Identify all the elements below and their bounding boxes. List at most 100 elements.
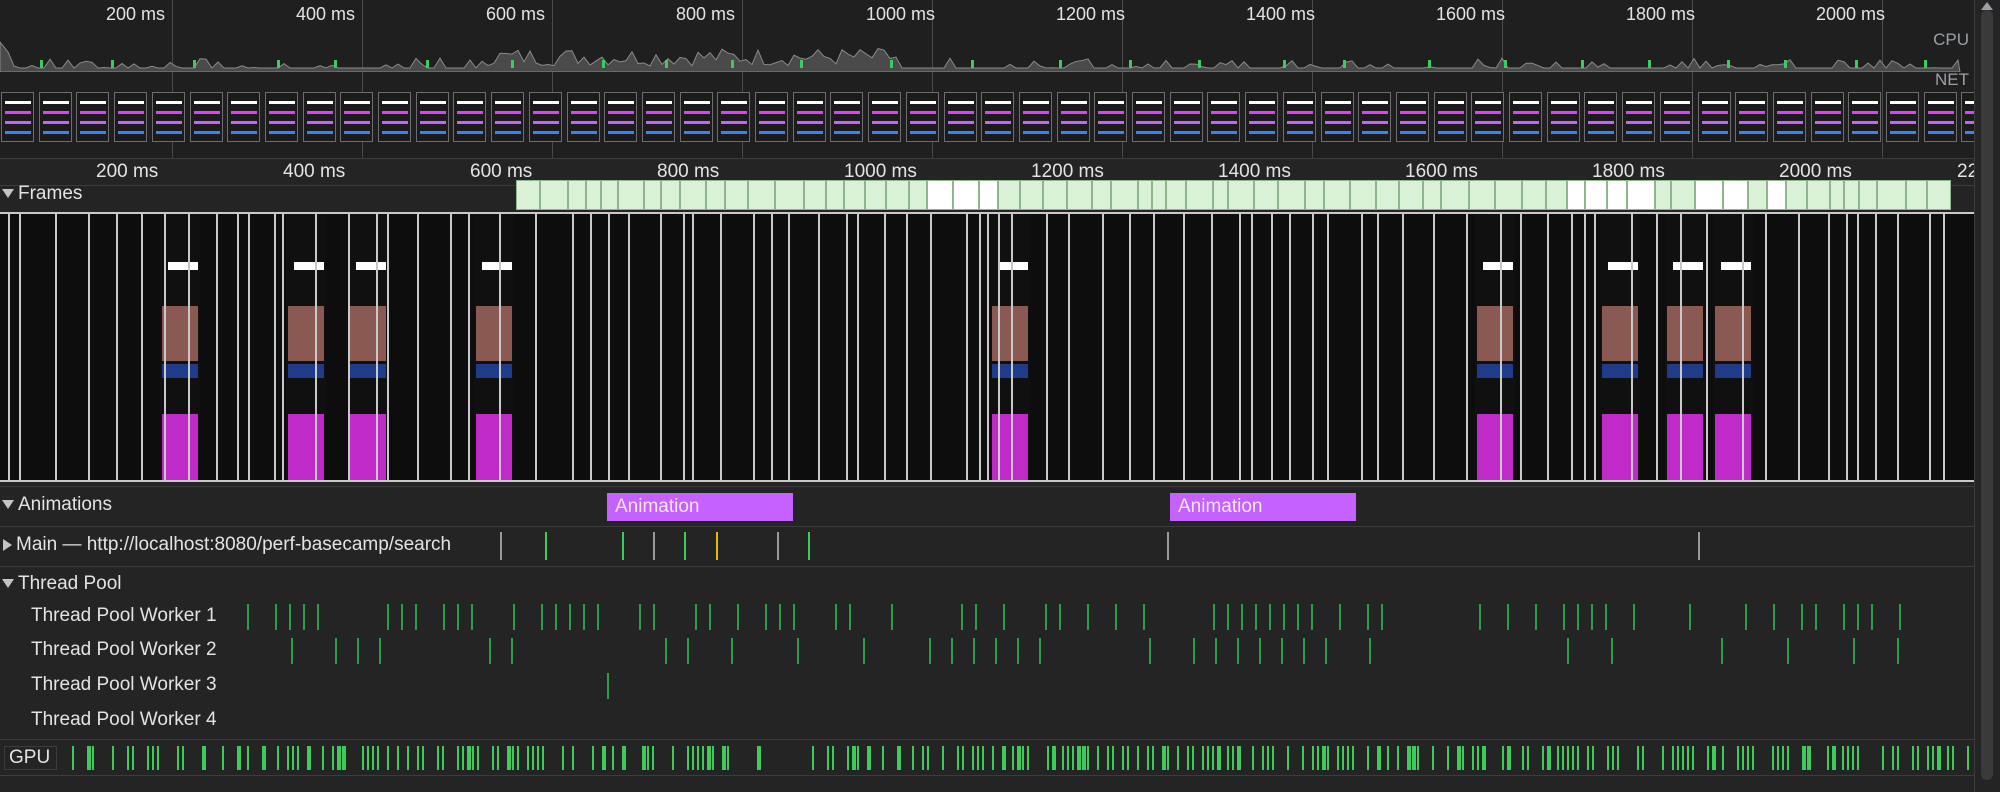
gpu-event[interactable]	[532, 746, 534, 770]
filmstrip-thumbnail[interactable]	[1772, 92, 1806, 142]
frame-box[interactable]	[979, 180, 998, 210]
worker-event[interactable]	[569, 604, 571, 630]
frame-box[interactable]	[1877, 180, 1906, 210]
gpu-event[interactable]	[812, 746, 814, 770]
gpu-event[interactable]	[857, 746, 859, 770]
worker-event[interactable]	[541, 604, 543, 630]
filmstrip-thumbnail[interactable]	[415, 92, 449, 142]
frame-box[interactable]	[1423, 180, 1441, 210]
gpu-event[interactable]	[152, 746, 154, 770]
gpu-event[interactable]	[957, 746, 959, 770]
gpu-event[interactable]	[722, 746, 726, 770]
gpu-event[interactable]	[297, 746, 299, 770]
worker-event[interactable]	[379, 638, 381, 664]
gpu-event[interactable]	[1107, 746, 1109, 770]
gpu-event[interactable]	[707, 746, 711, 770]
filmstrip-thumbnail[interactable]	[1659, 92, 1693, 142]
screenshot-filmstrip[interactable]	[0, 92, 1995, 144]
gpu-event[interactable]	[1022, 746, 1024, 770]
worker-event[interactable]	[765, 604, 767, 630]
worker-event[interactable]	[1237, 638, 1239, 664]
frame-box[interactable]	[1254, 180, 1278, 210]
gpu-event[interactable]	[687, 746, 689, 770]
gpu-event[interactable]	[757, 746, 761, 770]
gpu-event[interactable]	[112, 746, 114, 770]
filmstrip-thumbnail[interactable]	[604, 92, 638, 142]
worker-event[interactable]	[1255, 604, 1257, 630]
gpu-event[interactable]	[942, 746, 944, 770]
gpu-event[interactable]	[1577, 746, 1579, 770]
gpu-event[interactable]	[457, 746, 459, 770]
frame-box[interactable]	[1695, 180, 1723, 210]
gpu-event[interactable]	[517, 746, 519, 770]
worker-event[interactable]	[975, 604, 977, 630]
worker-4-label[interactable]: Thread Pool Worker 4	[31, 709, 217, 730]
frames-bar[interactable]	[0, 180, 1975, 210]
gpu-event[interactable]	[1017, 746, 1021, 770]
filmstrip-thumbnail[interactable]	[830, 92, 864, 142]
gpu-event[interactable]	[1367, 746, 1369, 770]
gpu-event[interactable]	[92, 746, 94, 770]
gpu-event[interactable]	[177, 746, 179, 770]
gpu-event[interactable]	[1912, 746, 1914, 770]
gpu-event[interactable]	[1522, 746, 1524, 770]
gpu-event[interactable]	[1027, 746, 1029, 770]
gpu-event[interactable]	[182, 746, 184, 770]
gpu-event[interactable]	[1682, 746, 1684, 770]
worker-event[interactable]	[511, 638, 513, 664]
vertical-scrollbar[interactable]	[1974, 0, 2000, 792]
worker-event[interactable]	[1897, 638, 1899, 664]
gpu-event[interactable]	[1932, 746, 1934, 770]
frame-box[interactable]	[886, 180, 909, 210]
frame-box[interactable]	[1522, 180, 1546, 210]
gpu-event[interactable]	[1687, 746, 1689, 770]
gpu-event[interactable]	[127, 746, 129, 770]
gpu-event[interactable]	[1227, 746, 1229, 770]
gpu-event[interactable]	[287, 746, 289, 770]
worker-event[interactable]	[583, 604, 585, 630]
gpu-event[interactable]	[512, 746, 514, 770]
gpu-event[interactable]	[147, 746, 149, 770]
gpu-event[interactable]	[372, 746, 374, 770]
gpu-event[interactable]	[867, 746, 871, 770]
gpu-event[interactable]	[1917, 746, 1919, 770]
gpu-event[interactable]	[337, 746, 341, 770]
gpu-event[interactable]	[1642, 746, 1644, 770]
gpu-event[interactable]	[1947, 746, 1949, 770]
worker-event[interactable]	[863, 638, 865, 664]
filmstrip-thumbnail[interactable]	[1132, 92, 1165, 142]
worker-event[interactable]	[891, 604, 893, 630]
gpu-event[interactable]	[472, 746, 474, 770]
gpu-event[interactable]	[652, 746, 654, 770]
gpu-event[interactable]	[1122, 746, 1124, 770]
gpu-event[interactable]	[222, 746, 224, 770]
gpu-event[interactable]	[1852, 746, 1854, 770]
gpu-event[interactable]	[1152, 746, 1154, 770]
gpu-event[interactable]	[1477, 746, 1479, 770]
worker-event[interactable]	[607, 673, 609, 699]
gpu-event[interactable]	[1892, 746, 1894, 770]
gpu-event[interactable]	[1177, 746, 1179, 770]
worker-event[interactable]	[303, 604, 305, 630]
gpu-event[interactable]	[592, 746, 594, 770]
worker-event[interactable]	[247, 604, 249, 630]
filmstrip-thumbnail[interactable]	[679, 92, 713, 142]
gpu-event[interactable]	[1082, 746, 1086, 770]
gpu-event[interactable]	[1077, 746, 1081, 770]
gpu-event[interactable]	[1807, 746, 1811, 770]
gpu-event[interactable]	[832, 746, 834, 770]
gpu-event[interactable]	[612, 746, 614, 770]
frames-track-header[interactable]: Frames	[0, 183, 82, 205]
gpu-event[interactable]	[1232, 746, 1234, 770]
worker-event[interactable]	[415, 604, 417, 630]
frame-box[interactable]	[706, 180, 725, 210]
gpu-event[interactable]	[572, 746, 574, 770]
gpu-event[interactable]	[1217, 746, 1221, 770]
worker-event[interactable]	[653, 604, 655, 630]
gpu-event[interactable]	[1592, 746, 1594, 770]
filmstrip-thumbnail[interactable]	[1169, 92, 1203, 142]
gpu-event[interactable]	[1707, 746, 1709, 770]
filmstrip-thumbnail[interactable]	[792, 92, 826, 142]
gpu-event[interactable]	[1162, 746, 1166, 770]
animation-event[interactable]: Animation	[607, 493, 793, 521]
